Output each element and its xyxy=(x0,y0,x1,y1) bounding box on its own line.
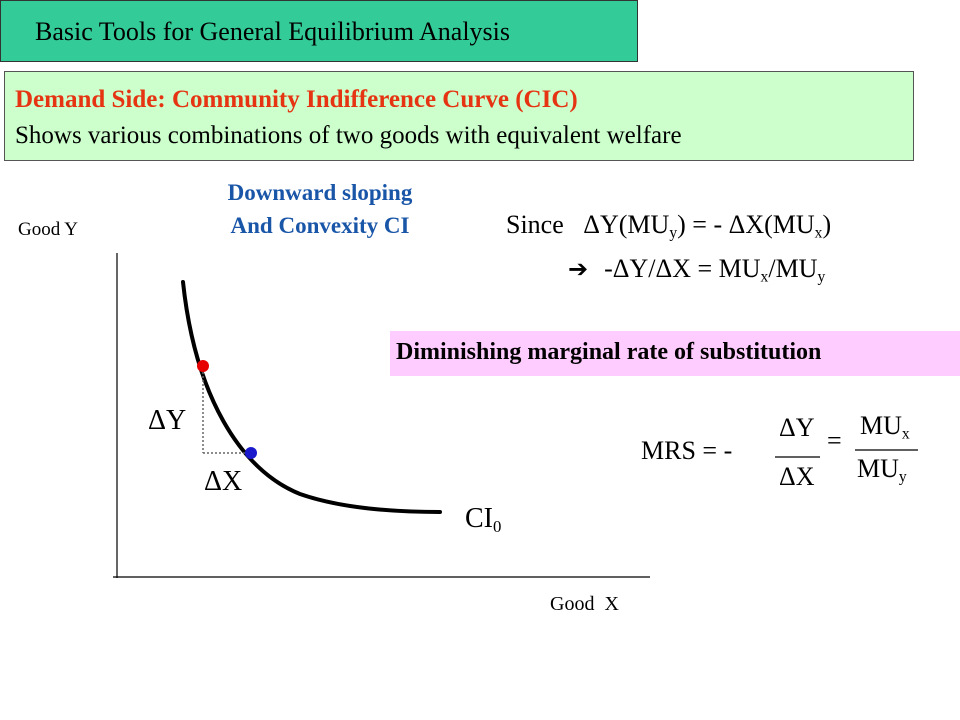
mrs-lhs: MRS = - xyxy=(641,436,733,465)
x-axis-label: Good X xyxy=(550,593,619,615)
title-banner: Basic Tools for General Equilibrium Anal… xyxy=(0,0,638,62)
since-part1: ΔY(MU xyxy=(583,210,670,239)
implies-equation: ➔ -ΔY/ΔX = MUx/MUy xyxy=(568,254,826,286)
implies-arrow-icon: ➔ xyxy=(568,255,589,283)
since-part2: ) = - ΔX(MU xyxy=(677,210,815,239)
y-axis-label: Good Y xyxy=(18,219,78,240)
curve-caption: Downward sloping And Convexity CI xyxy=(170,176,470,242)
mu-numerator-sub: x xyxy=(901,425,910,443)
delta-x-label: ΔX xyxy=(204,466,243,497)
curve-label-subscript: 0 xyxy=(493,517,502,537)
upper-point xyxy=(197,360,209,372)
since-equation: Since ΔY(MUy) = - ΔX(MUx) xyxy=(506,210,832,242)
implies-part2: /MU xyxy=(768,254,818,283)
mu-denominator-sub: y xyxy=(898,468,907,486)
mu-denominator-main: MU xyxy=(857,454,899,483)
definition-heading: Demand Side: Community Indifference Curv… xyxy=(15,86,578,113)
delta-y-label: ΔY xyxy=(148,405,187,436)
since-sub1: y xyxy=(669,224,678,242)
lower-point xyxy=(245,447,257,459)
since-sub2: x xyxy=(814,224,823,242)
curve-label-main: CI xyxy=(465,503,493,534)
definition-description: Shows various combinations of two goods … xyxy=(15,122,682,149)
implies-part1: -ΔY/ΔX = MU xyxy=(604,254,761,283)
since-word: Since xyxy=(506,210,564,239)
curve-caption-line2: And Convexity CI xyxy=(230,213,410,238)
page-title: Basic Tools for General Equilibrium Anal… xyxy=(35,17,511,46)
since-part3: ) xyxy=(822,210,832,239)
mrs-equals: = xyxy=(827,426,842,455)
dmrs-label: Diminishing marginal rate of substitutio… xyxy=(396,339,822,365)
curve-caption-line1: Downward sloping xyxy=(227,180,413,205)
dmrs-banner: Diminishing marginal rate of substitutio… xyxy=(390,331,960,376)
curve-label: CI0 xyxy=(465,503,501,535)
mu-denominator: MUy xyxy=(857,454,907,486)
implies-sub1: x xyxy=(760,268,769,286)
mrs-numerator: ΔY xyxy=(779,413,815,442)
implies-sub2: y xyxy=(817,268,826,286)
definition-box: Demand Side: Community Indifference Curv… xyxy=(4,71,914,161)
mrs-denominator: ΔX xyxy=(779,462,815,491)
mu-numerator: MUx xyxy=(860,411,910,443)
mu-numerator-main: MU xyxy=(860,411,902,440)
